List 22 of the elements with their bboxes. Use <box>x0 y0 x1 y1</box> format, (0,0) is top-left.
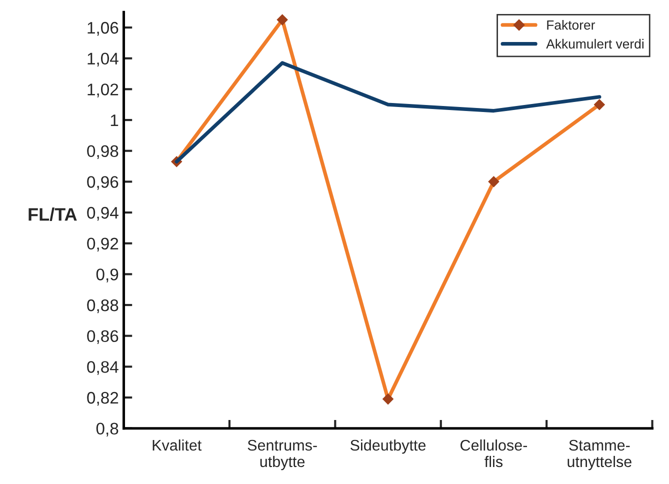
y-tick-label: 0,86 <box>87 330 118 344</box>
y-tick-label: 0,94 <box>87 206 118 221</box>
legend-label: Akkumulert verdi <box>546 38 644 49</box>
y-tick-label: 1 <box>110 114 118 126</box>
y-tick-label: 0,84 <box>87 361 118 375</box>
x-tick-label: Kvalitet <box>152 439 202 451</box>
y-tick-label: 0,98 <box>87 145 118 160</box>
y-tick-label: 0,88 <box>87 299 118 314</box>
legend-label: Faktorer <box>547 20 596 30</box>
y-axis-title: FL/TA <box>28 208 77 221</box>
x-tick-label: Cellulose- flis <box>460 439 528 468</box>
y-tick-label: 1,06 <box>88 22 118 36</box>
x-tick-label: Sentrums- utbytte <box>248 440 317 470</box>
y-tick-label: 0,96 <box>87 176 118 190</box>
y-tick-label: 0,92 <box>87 238 118 252</box>
x-tick-label: Stamme- utnyttelse <box>568 440 632 470</box>
y-tick-label: 1,02 <box>88 84 118 98</box>
x-tick-label: Sideutbytte <box>350 439 426 454</box>
y-tick-label: 0,9 <box>96 268 118 282</box>
y-tick-label: 1,04 <box>88 52 118 67</box>
y-tick-label: 0,82 <box>87 392 118 406</box>
y-tick-label: 0,8 <box>96 422 118 437</box>
